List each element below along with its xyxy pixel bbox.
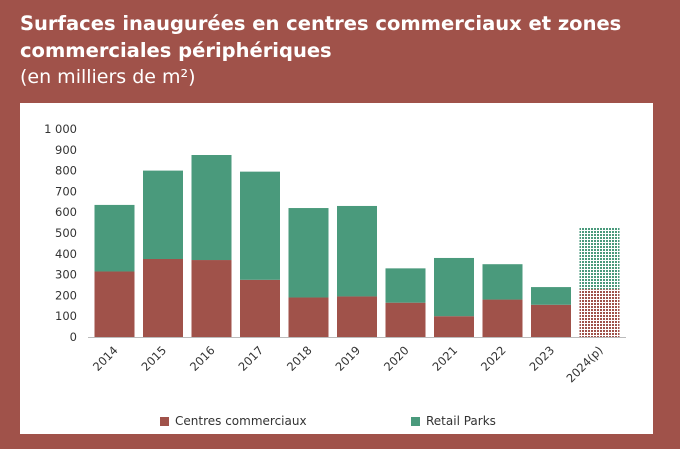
bar-centres-2024(p)	[579, 289, 620, 337]
bar-retail-2024(p)	[579, 227, 620, 290]
legend-label-centres: Centres commerciaux	[175, 414, 307, 428]
bar-retail-2014	[94, 204, 135, 272]
bar-retail-2015	[143, 170, 183, 259]
y-tick-label: 100	[55, 309, 77, 323]
chart-subtitle: (en milliers de m²)	[20, 66, 196, 88]
x-tick-label: 2021	[430, 343, 461, 374]
bar-centres-2021	[434, 316, 474, 337]
bar-centres-2015	[143, 259, 183, 337]
bar-retail-2016	[191, 155, 232, 261]
y-tick-label: 600	[55, 205, 77, 219]
chart-title: Surfaces inaugurées en centres commercia…	[20, 12, 622, 62]
y-tick-label: 900	[55, 143, 77, 157]
y-tick-label: 700	[55, 184, 77, 198]
bar-retail-2020	[385, 268, 426, 303]
x-tick-label: 2023	[527, 343, 558, 374]
x-tick-label: 2020	[381, 343, 412, 374]
legend-label-retail: Retail Parks	[426, 414, 496, 428]
y-tick-label: 300	[55, 268, 77, 282]
bar-centres-2019	[337, 296, 377, 337]
y-tick-label: 500	[55, 226, 77, 240]
bar-retail-2019	[337, 205, 377, 297]
y-tick-label: 0	[70, 330, 77, 344]
x-tick-label: 2017	[236, 343, 267, 374]
legend-item-retail: Retail Parks	[411, 414, 496, 428]
x-tick-label: 2024(p)	[564, 343, 606, 385]
bar-centres-2020	[385, 302, 426, 337]
y-tick-label: 1 000	[44, 122, 77, 136]
bar-centres-2016	[191, 260, 232, 337]
legend-item-centres: Centres commerciaux	[160, 414, 307, 428]
bar-retail-2018	[288, 208, 329, 298]
x-tick-label: 2018	[284, 343, 315, 374]
bar-retail-2023	[531, 287, 571, 305]
x-tick-label: 2022	[478, 343, 509, 374]
x-tick-label: 2016	[187, 343, 218, 374]
legend-swatch-retail	[411, 416, 420, 426]
bar-retail-2021	[434, 257, 474, 317]
bar-retail-2017	[240, 171, 280, 280]
legend-swatch-centres	[160, 416, 169, 426]
x-tick-label: 2014	[90, 343, 121, 374]
bar-retail-2022	[482, 264, 523, 300]
y-tick-label: 200	[55, 288, 77, 302]
bar-centres-2018	[288, 297, 329, 337]
y-tick-label: 400	[55, 247, 77, 261]
x-tick-label: 2019	[333, 343, 364, 374]
bar-centres-2022	[482, 299, 523, 337]
bar-centres-2017	[240, 279, 280, 337]
y-tick-label: 800	[55, 164, 77, 178]
bar-centres-2023	[531, 304, 571, 337]
x-tick-label: 2015	[139, 343, 170, 374]
bar-centres-2014	[94, 271, 135, 337]
